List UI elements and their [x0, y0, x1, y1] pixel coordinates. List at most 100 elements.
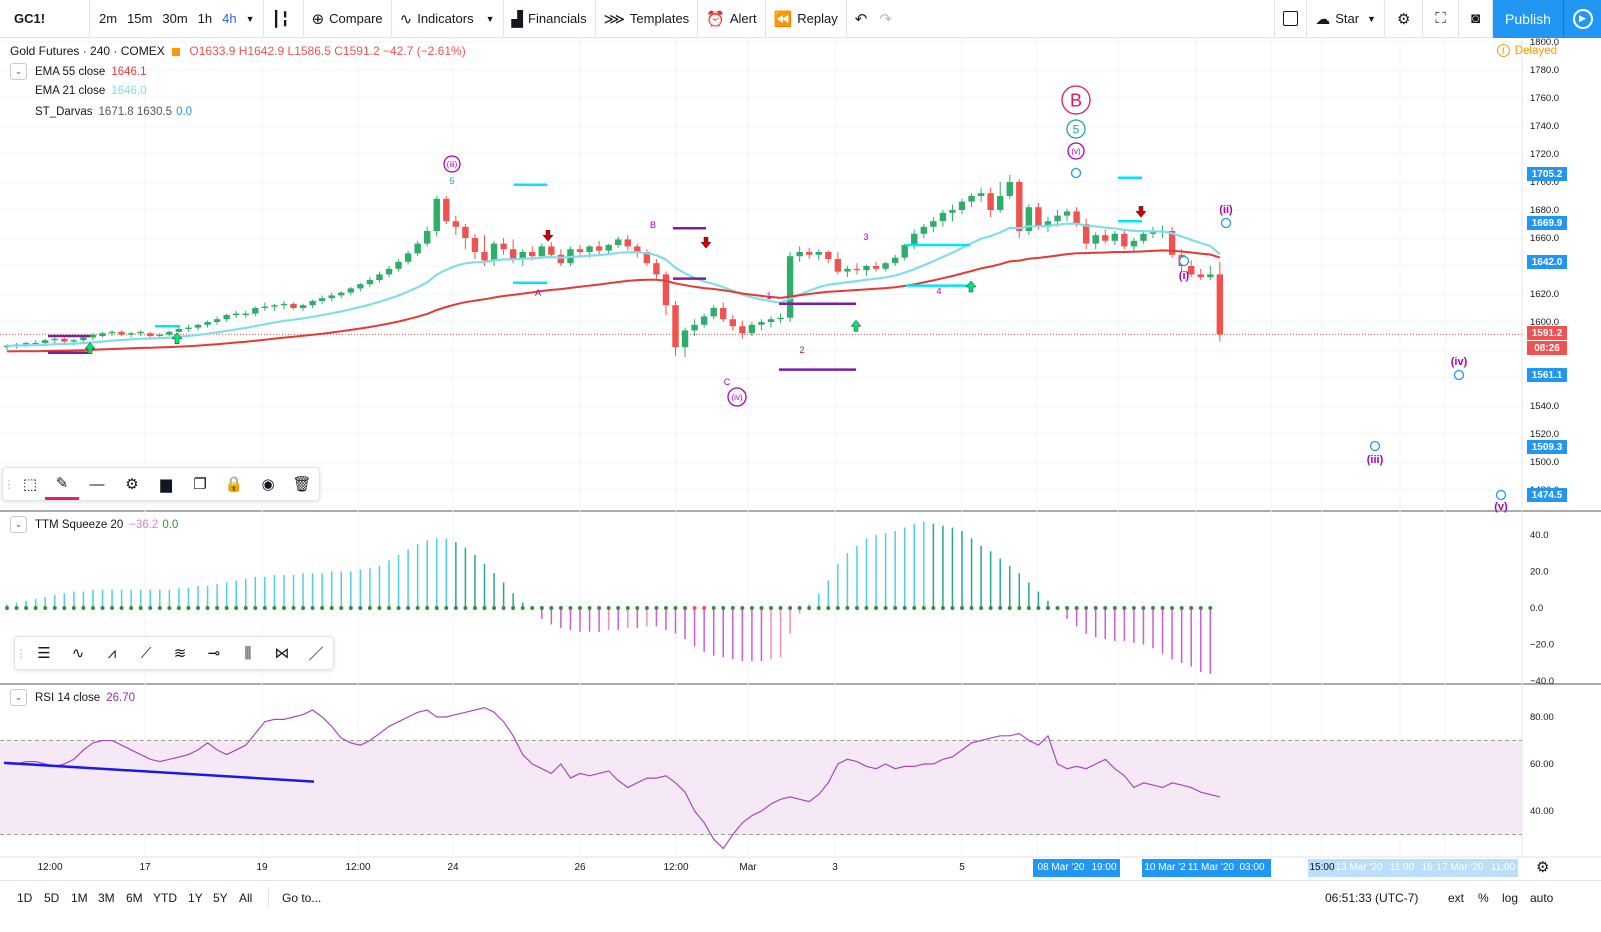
settings-button[interactable]: ⚙ — [1385, 0, 1424, 38]
clock[interactable]: 06:51:33 (UTC-7) — [1325, 891, 1419, 905]
abc-pattern-icon[interactable]: ∿ — [71, 645, 85, 662]
trend-line-icon[interactable]: ⟋ — [140, 644, 152, 662]
squeeze-dot — [406, 606, 411, 610]
range-1y[interactable]: 1Y — [188, 891, 203, 905]
range-1m[interactable]: 1M — [71, 891, 88, 905]
delayed-badge[interactable]: ! Delayed — [1496, 44, 1557, 57]
select-tool-icon[interactable]: ⬚ — [22, 476, 38, 493]
drag-handle-icon[interactable]: ⋮ — [15, 647, 27, 660]
candle-body — [1197, 274, 1204, 278]
chevron-down-icon[interactable]: ⌄ — [10, 689, 27, 706]
symbol-label: GC1! — [14, 11, 46, 26]
compare-button[interactable]: ⊕ Compare — [304, 0, 392, 38]
fan-icon[interactable]: ≋ — [173, 645, 187, 662]
undo-icon[interactable]: ↶ — [854, 10, 868, 28]
line-tool-icon[interactable]: ／ — [308, 645, 324, 663]
star-label: Star — [1335, 11, 1360, 26]
chevron-down-icon[interactable]: ⌄ — [10, 63, 27, 80]
symbol-search[interactable]: GC1! — [0, 0, 90, 38]
range-3m[interactable]: 3M — [98, 891, 115, 905]
interval-30m[interactable]: 30m — [162, 11, 188, 26]
candle-body — [509, 249, 517, 259]
xabcd-icon[interactable]: ⋈ — [274, 645, 290, 662]
ema55-value: 1646.1 — [111, 65, 147, 78]
interval-4h[interactable]: 4h — [222, 11, 237, 26]
publish-button[interactable]: Publish — [1493, 0, 1563, 38]
alert-button[interactable]: ⏰ Alert — [698, 0, 766, 38]
ema21-legend[interactable]: EMA 21 close 1646.0 — [35, 85, 147, 97]
chevron-down-icon[interactable]: ▼ — [245, 13, 255, 24]
squeeze-dot — [1036, 606, 1041, 610]
range-5d[interactable]: 5D — [44, 891, 60, 905]
alarm-clock-icon: ⏰ — [706, 10, 725, 28]
squeeze-dot — [434, 606, 439, 610]
squeeze-dot — [759, 606, 764, 610]
wave-label-3: 3 — [863, 232, 868, 242]
time-axis-label: 15:00 — [1309, 862, 1335, 873]
goto-button[interactable]: Go to... — [282, 891, 322, 905]
drag-handle-icon[interactable]: ⋮ — [3, 478, 15, 491]
squeeze-dot — [1208, 606, 1213, 610]
chevron-down-icon[interactable]: ⌄ — [10, 516, 27, 533]
squeeze-dot — [110, 606, 115, 610]
range-ytd[interactable]: YTD — [153, 891, 177, 905]
chart-canvas[interactable]: 1800.0 1780.0 1760.0 1740.0 1720.0 1700.0 1680… — [0, 38, 1601, 858]
candle-body — [89, 334, 97, 338]
replay-button[interactable]: ⏪ Replay — [766, 0, 847, 38]
ttm-value2: 0.0 — [162, 518, 179, 531]
candle-body — [395, 261, 402, 269]
ttm-axis-label: −40.0 — [1530, 676, 1554, 687]
candle-body — [1054, 215, 1061, 222]
redo-icon[interactable]: ↷ — [879, 10, 892, 28]
pencil-icon[interactable]: ✎ — [45, 468, 79, 500]
ema55-legend[interactable]: ⌄ EMA 55 close 1646.1 — [10, 63, 147, 80]
percent-toggle[interactable]: % — [1478, 891, 1489, 905]
fib-icon[interactable]: ☰ — [37, 645, 51, 662]
interval-2m[interactable]: 2m — [99, 11, 118, 26]
candle-body — [1063, 211, 1071, 216]
fill-icon[interactable]: ▆ — [160, 476, 172, 493]
range-5y[interactable]: 5Y — [213, 891, 228, 905]
squeeze-dot — [291, 606, 296, 610]
range-6m[interactable]: 6M — [126, 891, 143, 905]
fullscreen-button[interactable]: ⛶ — [1423, 0, 1459, 38]
auto-toggle[interactable]: auto — [1530, 891, 1554, 905]
star-button[interactable]: ☁ Star ▼ — [1307, 0, 1385, 38]
clone-icon[interactable]: ❐ — [193, 476, 207, 493]
pitchfork-icon[interactable]: ⫼ — [244, 644, 252, 662]
ext-toggle[interactable]: ext — [1448, 891, 1465, 905]
candles-icon: ┃╏ — [271, 10, 290, 28]
interval-1h[interactable]: 1h — [197, 11, 213, 26]
elliott-wave-icon[interactable]: ⩘ — [107, 644, 117, 662]
squeeze-dot — [558, 606, 563, 610]
line-style-icon[interactable]: — — [89, 475, 105, 493]
darvas-legend[interactable]: ST_Darvas 1671.8 1630.5 0.0 — [35, 106, 192, 118]
lock-icon[interactable]: 🔒 — [224, 476, 244, 493]
layout-button[interactable] — [1274, 0, 1308, 38]
eye-icon[interactable]: ◉ — [261, 476, 275, 493]
time-axis-highlight — [1142, 859, 1271, 877]
log-toggle[interactable]: log — [1502, 891, 1519, 905]
ttm-legend[interactable]: ⌄ TTM Squeeze 20 −36.2 0.0 — [10, 516, 178, 533]
templates-button[interactable]: ⋙ Templates — [596, 0, 699, 38]
chart-area[interactable]: 1800.0 1780.0 1760.0 1740.0 1720.0 1700.0 1680… — [0, 38, 1601, 858]
snapshot-button[interactable]: ◙ — [1459, 0, 1493, 38]
indicators-button[interactable]: ∿ Indicators ▼ — [392, 0, 504, 38]
gear-icon[interactable]: ⚙ — [125, 476, 139, 493]
horizontal-ray-icon[interactable]: ⊸ — [207, 645, 221, 662]
wave-label-v-future: (v) — [1494, 501, 1508, 513]
financials-button[interactable]: ▟ Financials — [504, 0, 596, 38]
time-axis[interactable]: 12:00 17 19 12:00 24 26 12:00 Mar 3 5 08 Mar '20 19… — [0, 858, 1601, 880]
range-all[interactable]: All — [239, 891, 253, 905]
candle-body — [481, 252, 488, 261]
chart-type-button[interactable]: ┃╏ — [264, 0, 304, 38]
ohlc-high: H1642.9 — [238, 44, 285, 58]
rsi-legend[interactable]: ⌄ RSI 14 close 26.70 — [10, 689, 135, 706]
play-button[interactable]: ▶ — [1563, 0, 1601, 38]
trash-icon[interactable]: 🗑 — [292, 476, 312, 493]
price-axis-label: 1540.0 — [1530, 401, 1559, 412]
range-1d[interactable]: 1D — [17, 891, 33, 905]
squeeze-dot — [52, 606, 57, 610]
gear-icon[interactable]: ⚙ — [1536, 859, 1550, 876]
interval-15m[interactable]: 15m — [127, 11, 153, 26]
